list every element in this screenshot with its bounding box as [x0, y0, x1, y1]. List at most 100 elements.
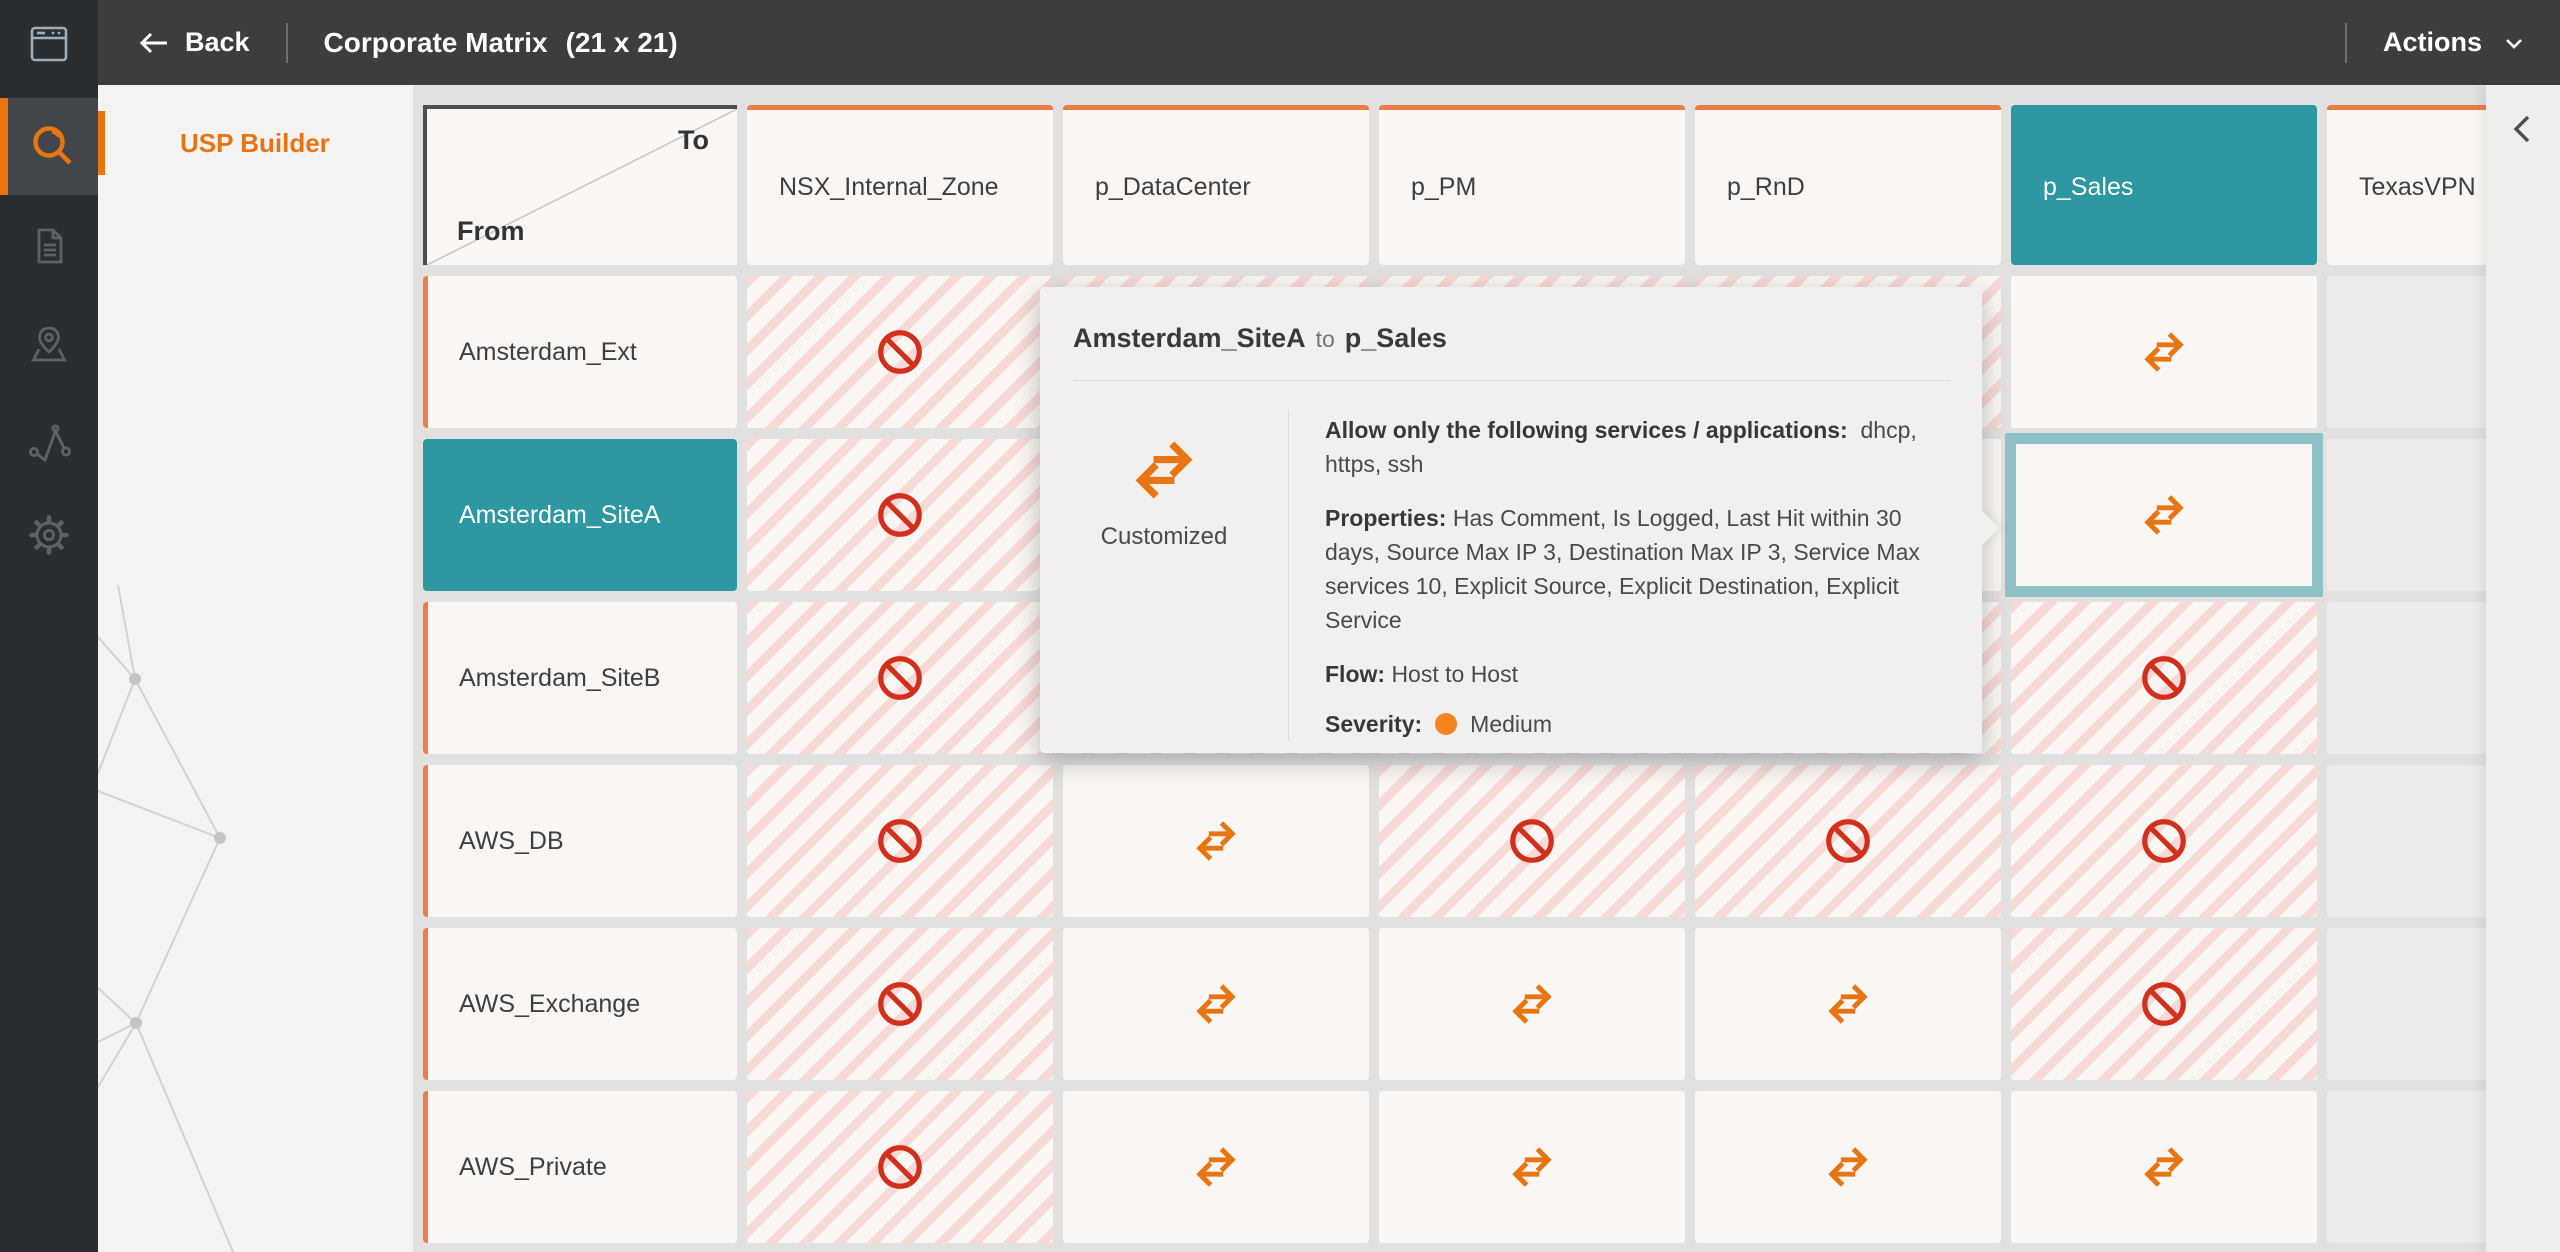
row-header-AWS_DB[interactable]: AWS_DB [423, 765, 737, 917]
matrix-cell-AWS_Private-NSX_Internal_Zone[interactable] [747, 1091, 1053, 1243]
blocked-icon [878, 330, 922, 374]
sidebar: USP Builder [98, 85, 413, 1252]
matrix-cell-AWS_Exchange-p_DataCenter[interactable] [1063, 928, 1369, 1080]
severity-value: Medium [1470, 711, 1552, 737]
matrix-cell-Amsterdam_SiteA-NSX_Internal_Zone[interactable] [747, 439, 1053, 591]
map-location-icon [31, 326, 67, 361]
collapse-panel-button[interactable] [2508, 109, 2538, 149]
actions-label: Actions [2382, 27, 2482, 57]
customized-arrows-icon [1196, 1147, 1236, 1187]
back-arrow-icon [139, 32, 167, 53]
customized-arrows-icon [1512, 984, 1552, 1024]
usp-builder-label: USP Builder [180, 127, 330, 158]
corner-from-label: From [457, 216, 525, 246]
customized-arrows-icon [1828, 1147, 1868, 1187]
blocked-icon [878, 1145, 922, 1189]
severity-dot-icon [1435, 713, 1458, 735]
app-logo-tile[interactable] [0, 0, 98, 85]
column-header-NSX_Internal_Zone[interactable]: NSX_Internal_Zone [747, 105, 1053, 265]
column-header-p_RnD[interactable]: p_RnD [1695, 105, 2001, 265]
actions-button[interactable]: Actions [2383, 27, 2526, 58]
topbar-divider [285, 22, 288, 63]
matrix-cell-Amsterdam_Ext-p_Sales[interactable] [2011, 276, 2317, 428]
row-header-Amsterdam_SiteA[interactable]: Amsterdam_SiteA [423, 439, 737, 591]
customized-arrows-icon [1135, 441, 1193, 499]
column-header-p_DataCenter[interactable]: p_DataCenter [1063, 105, 1369, 265]
topbar-divider-right [2344, 22, 2347, 63]
services-line: Allow only the following services / appl… [1325, 413, 1954, 481]
matrix-cell-AWS_Private-p_PM[interactable] [1379, 1091, 1685, 1243]
corner-to-label: To [678, 125, 709, 155]
blocked-icon [1826, 819, 1870, 863]
popup-title-connector: to [1315, 326, 1335, 352]
matrix-cell-Amsterdam_SiteB-p_Sales[interactable] [2011, 602, 2317, 754]
blocked-icon [2142, 656, 2186, 700]
sidebar-item-usp-builder[interactable]: USP Builder [98, 111, 413, 175]
flow-label: Flow: [1325, 661, 1386, 687]
popup-access-type: Customized [1040, 409, 1288, 741]
popup-details: Allow only the following services / appl… [1288, 409, 1982, 741]
back-button[interactable]: Back [136, 27, 250, 58]
blocked-icon [878, 982, 922, 1026]
customized-label: Customized [1100, 523, 1228, 550]
customized-arrows-icon [2144, 332, 2184, 372]
matrix-cell-AWS_Private-p_Sales[interactable] [2011, 1091, 2317, 1243]
matrix-cell-AWS_Exchange-NSX_Internal_Zone[interactable] [747, 928, 1053, 1080]
customized-arrows-icon [2144, 1147, 2184, 1187]
blocked-icon [878, 656, 922, 700]
matrix-cell-Amsterdam_SiteB-NSX_Internal_Zone[interactable] [747, 602, 1053, 754]
flow-value: Host to Host [1391, 661, 1518, 687]
services-value: dhcp, https, ssh [1325, 417, 1917, 477]
popup-title-to: p_Sales [1344, 323, 1447, 353]
matrix-cell-AWS_Exchange-p_Sales[interactable] [2011, 928, 2317, 1080]
popup-title-from: Amsterdam_SiteA [1073, 323, 1306, 353]
matrix-title: Corporate Matrix [323, 26, 548, 58]
matrix-cell-Amsterdam_Ext-NSX_Internal_Zone[interactable] [747, 276, 1053, 428]
matrix-cell-AWS_Exchange-p_PM[interactable] [1379, 928, 1685, 1080]
settings-gear-icon [29, 514, 69, 555]
matrix-cell-AWS_Private-p_DataCenter[interactable] [1063, 1091, 1369, 1243]
matrix-dimensions: (21 x 21) [565, 26, 678, 58]
selected-cell-highlight [2005, 433, 2323, 597]
chevron-down-icon [2506, 38, 2522, 49]
column-header-p_PM[interactable]: p_PM [1379, 105, 1685, 265]
severity-label: Severity: [1325, 711, 1423, 737]
blocked-icon [1510, 819, 1554, 863]
network-activity-icon [29, 423, 72, 462]
cell-details-popup: Amsterdam_SiteA to p_Sales Customized Allo… [1040, 287, 2000, 753]
row-header-Amsterdam_SiteB[interactable]: Amsterdam_SiteB [423, 602, 737, 754]
flow-line: Flow: Host to Host [1325, 657, 1954, 691]
nav-item-search[interactable] [0, 98, 98, 195]
column-header-p_Sales[interactable]: p_Sales [2011, 105, 2317, 265]
page-title: Corporate Matrix (21 x 21) [324, 27, 678, 59]
properties-value: Has Comment, Is Logged, Last Hit within … [1325, 505, 1920, 633]
document-icon [37, 228, 63, 263]
matrix-cell-AWS_DB-NSX_Internal_Zone[interactable] [747, 765, 1053, 917]
nav-item-settings[interactable] [0, 486, 98, 583]
nav-rail [0, 85, 98, 1252]
row-header-Amsterdam_Ext[interactable]: Amsterdam_Ext [423, 276, 737, 428]
matrix-cell-AWS_Exchange-p_RnD[interactable] [1695, 928, 2001, 1080]
row-header-AWS_Private[interactable]: AWS_Private [423, 1091, 737, 1243]
search-icon [33, 125, 72, 165]
nav-item-reports[interactable] [0, 197, 98, 294]
nav-item-map[interactable] [0, 294, 98, 391]
matrix-cell-AWS_DB-p_RnD[interactable] [1695, 765, 2001, 917]
network-graph-decoration [98, 584, 234, 1252]
matrix-cell-AWS_DB-p_DataCenter[interactable] [1063, 765, 1369, 917]
severity-line: Severity: Medium [1325, 707, 1954, 741]
properties-label: Properties: [1325, 505, 1447, 531]
customized-arrows-icon [1196, 984, 1236, 1024]
nav-item-topology[interactable] [0, 391, 98, 488]
back-label: Back [185, 27, 250, 57]
blocked-icon [2142, 819, 2186, 863]
popup-divider [1073, 380, 1950, 381]
matrix-cell-AWS_Private-p_RnD[interactable] [1695, 1091, 2001, 1243]
matrix-cell-AWS_DB-p_Sales[interactable] [2011, 765, 2317, 917]
row-header-AWS_Exchange[interactable]: AWS_Exchange [423, 928, 737, 1080]
matrix-cell-Amsterdam_SiteA-p_Sales[interactable] [2005, 433, 2323, 597]
blocked-icon [878, 819, 922, 863]
matrix-corner-cell: To From [423, 105, 737, 265]
app-window-icon [30, 26, 68, 61]
matrix-cell-AWS_DB-p_PM[interactable] [1379, 765, 1685, 917]
